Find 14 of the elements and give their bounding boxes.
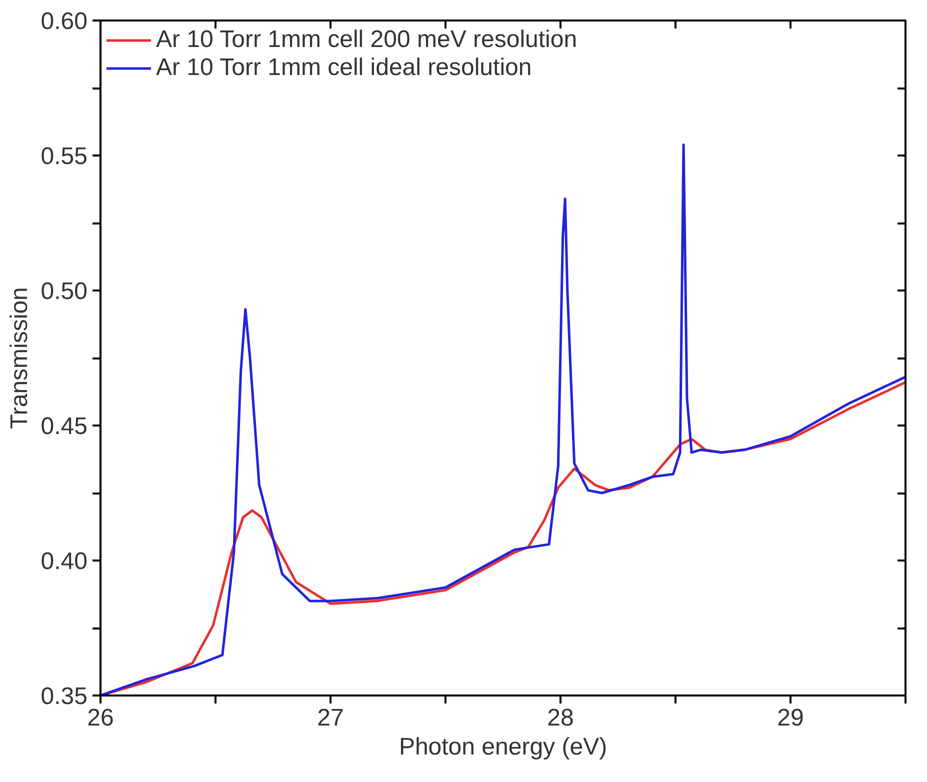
y-tick-label: 0.40 bbox=[40, 548, 88, 575]
legend-label: Ar 10 Torr 1mm cell 200 meV resolution bbox=[156, 26, 578, 54]
x-tick-label: 26 bbox=[87, 704, 114, 732]
y-tick-label: 0.35 bbox=[40, 683, 88, 710]
x-axis-title: Photon energy (eV) bbox=[398, 734, 608, 760]
y-axis-title: Transmission bbox=[6, 287, 33, 429]
x-tick-label: 28 bbox=[547, 704, 574, 732]
legend-label: Ar 10 Torr 1mm cell ideal resolution bbox=[156, 54, 532, 82]
y-tick-label: 0.60 bbox=[40, 8, 88, 35]
y-tick-label: 0.55 bbox=[40, 143, 88, 170]
x-tick-label: 27 bbox=[317, 704, 344, 732]
y-tick-label: 0.45 bbox=[40, 413, 88, 440]
y-tick-label: 0.50 bbox=[40, 278, 88, 305]
x-tick-label: 29 bbox=[777, 704, 804, 732]
